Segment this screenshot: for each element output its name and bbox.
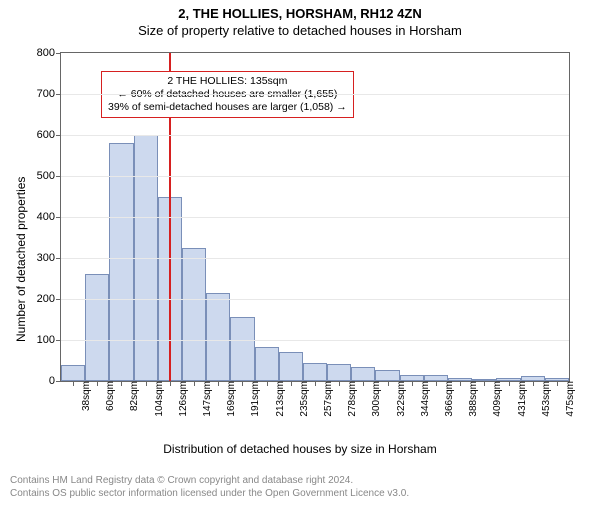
histogram-bar [279, 352, 303, 381]
xtick-label: 344sqm [416, 381, 431, 417]
xtick-label: 278sqm [343, 381, 358, 417]
xtick-label: 431sqm [513, 381, 528, 417]
xtick-mark [533, 381, 534, 386]
xtick-label: 235sqm [295, 381, 310, 417]
chart-container: Number of detached properties 2 THE HOLL… [0, 42, 600, 442]
ytick-label: 700 [37, 88, 61, 100]
xtick-label: 126sqm [174, 381, 189, 417]
xtick-mark [97, 381, 98, 386]
histogram-bar [230, 317, 254, 381]
histogram-bar [182, 248, 206, 381]
histogram-bar [351, 367, 375, 381]
xtick-mark [484, 381, 485, 386]
grid-line [61, 135, 569, 136]
chart-title-address: 2, THE HOLLIES, HORSHAM, RH12 4ZN [0, 6, 600, 21]
xtick-mark [363, 381, 364, 386]
ytick-label: 600 [37, 129, 61, 141]
y-axis-label: Number of detached properties [14, 177, 28, 342]
plot-area: 2 THE HOLLIES: 135sqm ← 60% of detached … [60, 52, 570, 382]
footer-attribution: Contains HM Land Registry data © Crown c… [10, 474, 409, 500]
grid-line [61, 217, 569, 218]
histogram-bar [109, 143, 133, 381]
annotation-line-3: 39% of semi-detached houses are larger (… [108, 101, 347, 114]
grid-line [61, 176, 569, 177]
xtick-mark [436, 381, 437, 386]
grid-line [61, 258, 569, 259]
xtick-mark [509, 381, 510, 386]
xtick-label: 300sqm [367, 381, 382, 417]
xtick-mark [170, 381, 171, 386]
xtick-mark [218, 381, 219, 386]
histogram-bar [206, 293, 230, 381]
xtick-label: 366sqm [440, 381, 455, 417]
xtick-mark [412, 381, 413, 386]
histogram-bar [85, 274, 109, 381]
xtick-mark [242, 381, 243, 386]
xtick-label: 322sqm [392, 381, 407, 417]
grid-line [61, 94, 569, 95]
xtick-mark [557, 381, 558, 386]
xtick-label: 475sqm [561, 381, 576, 417]
ytick-label: 400 [37, 211, 61, 223]
xtick-mark [121, 381, 122, 386]
xtick-label: 257sqm [319, 381, 334, 417]
xtick-mark [267, 381, 268, 386]
xtick-label: 169sqm [222, 381, 237, 417]
histogram-bar [327, 364, 351, 381]
xtick-label: 409sqm [488, 381, 503, 417]
histogram-bar [61, 365, 85, 381]
chart-subtitle: Size of property relative to detached ho… [0, 23, 600, 38]
ytick-label: 300 [37, 252, 61, 264]
annotation-line-1: 2 THE HOLLIES: 135sqm [108, 75, 347, 88]
grid-line [61, 299, 569, 300]
xtick-mark [73, 381, 74, 386]
xtick-label: 38sqm [77, 381, 92, 411]
ytick-label: 500 [37, 170, 61, 182]
footer-line-1: Contains HM Land Registry data © Crown c… [10, 474, 409, 487]
grid-line [61, 340, 569, 341]
ytick-label: 800 [37, 47, 61, 59]
xtick-mark [194, 381, 195, 386]
histogram-bar [303, 363, 327, 381]
histogram-bar [375, 370, 399, 381]
xtick-mark [291, 381, 292, 386]
ytick-label: 100 [37, 334, 61, 346]
histogram-bar [255, 347, 279, 381]
ytick-label: 200 [37, 293, 61, 305]
xtick-label: 191sqm [246, 381, 261, 417]
xtick-label: 104sqm [150, 381, 165, 417]
xtick-mark [460, 381, 461, 386]
ytick-label: 0 [49, 375, 61, 387]
xtick-label: 60sqm [101, 381, 116, 411]
x-axis-label: Distribution of detached houses by size … [0, 442, 600, 456]
xtick-mark [146, 381, 147, 386]
xtick-label: 453sqm [537, 381, 552, 417]
xtick-label: 388sqm [464, 381, 479, 417]
xtick-label: 82sqm [125, 381, 140, 411]
xtick-mark [388, 381, 389, 386]
xtick-mark [315, 381, 316, 386]
xtick-label: 213sqm [271, 381, 286, 417]
footer-line-2: Contains OS public sector information li… [10, 487, 409, 500]
xtick-label: 147sqm [198, 381, 213, 417]
xtick-mark [339, 381, 340, 386]
